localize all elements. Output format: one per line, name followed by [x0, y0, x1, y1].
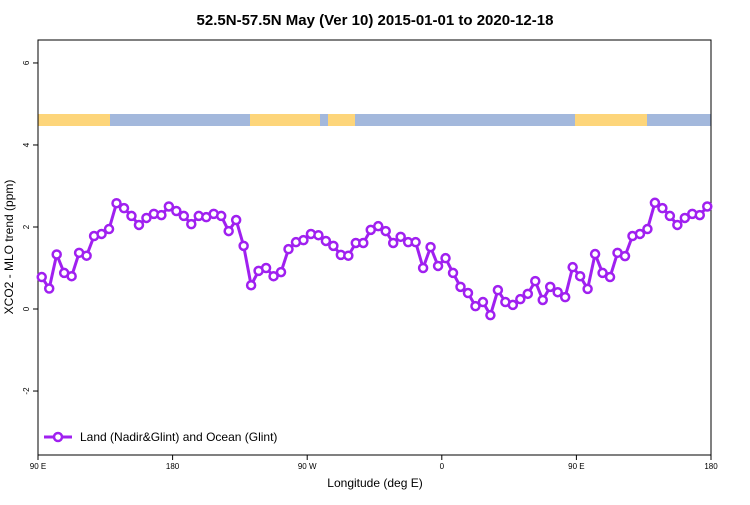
- data-point: [559, 291, 571, 303]
- data-point: [515, 293, 526, 305]
- data-point: [447, 267, 459, 279]
- data-point: [313, 229, 324, 241]
- data-point: [455, 281, 466, 293]
- data-point: [260, 262, 272, 274]
- data-point: [395, 231, 406, 243]
- x-axis-label: Longitude (deg E): [327, 476, 422, 490]
- data-point: [664, 210, 676, 222]
- data-point: [268, 270, 279, 282]
- data-point: [81, 250, 92, 261]
- data-point: [133, 219, 145, 231]
- data-point: [582, 283, 593, 295]
- data-point: [694, 209, 706, 221]
- data-point: [36, 271, 47, 283]
- data-point: [507, 299, 519, 311]
- data-point: [238, 240, 249, 252]
- data-point: [544, 281, 556, 293]
- data-point: [425, 241, 436, 253]
- data-point: [223, 225, 234, 237]
- legend-marker: [52, 431, 64, 443]
- y-tick-label: 6: [22, 60, 31, 65]
- data-point: [126, 210, 137, 222]
- data-point: [387, 237, 399, 249]
- data-point: [567, 261, 578, 273]
- data-point: [410, 236, 421, 248]
- data-point: [440, 252, 451, 264]
- data-point: [432, 260, 444, 272]
- data-point: [462, 287, 474, 299]
- data-point: [171, 205, 182, 217]
- data-point: [230, 214, 242, 226]
- plot-frame: [37, 39, 712, 456]
- data-point: [702, 201, 713, 212]
- data-point: [43, 283, 55, 294]
- y-tick-label: 0: [22, 306, 31, 311]
- data-point: [649, 197, 661, 209]
- data-point: [619, 250, 631, 262]
- data-point: [141, 212, 152, 224]
- data-point: [186, 218, 197, 230]
- data-point: [372, 220, 384, 232]
- data-point: [103, 223, 115, 235]
- data-point: [657, 202, 668, 214]
- data-point: [178, 210, 190, 222]
- data-point: [358, 237, 369, 249]
- x-tick-label: 180: [166, 462, 180, 471]
- data-point: [530, 275, 541, 287]
- data-point: [96, 228, 107, 240]
- data-point: [522, 288, 534, 300]
- data-point: [298, 234, 309, 246]
- surface-band: [38, 114, 711, 126]
- data-point: [320, 235, 332, 247]
- x-tick-label: 90 E: [30, 462, 46, 471]
- data-point: [275, 266, 287, 278]
- data-point: [417, 262, 429, 274]
- x-tick-label: 0: [440, 462, 445, 471]
- data-point: [51, 249, 62, 260]
- x-tick-label: 180: [704, 462, 718, 471]
- data-point: [118, 202, 130, 214]
- data-point: [485, 309, 496, 321]
- data-point: [492, 284, 504, 296]
- chart-title: 52.5N-57.5N May (Ver 10) 2015-01-01 to 2…: [197, 12, 554, 29]
- data-point: [245, 279, 257, 291]
- x-tick-label: 90 E: [568, 462, 584, 471]
- data-point: [604, 271, 616, 283]
- data-point: [163, 201, 175, 212]
- data-point: [328, 240, 339, 252]
- data-point: [111, 197, 122, 209]
- y-tick-label: 2: [22, 224, 31, 229]
- data-point: [343, 250, 354, 261]
- y-tick-label: -2: [22, 387, 31, 395]
- data-point: [215, 210, 227, 222]
- data-point: [470, 300, 481, 312]
- data-point: [66, 270, 77, 282]
- data-point: [537, 294, 548, 306]
- data-point: [589, 248, 601, 260]
- data-point: [552, 286, 563, 298]
- data-point: [380, 225, 391, 237]
- data-point: [156, 209, 167, 221]
- data-point: [672, 219, 683, 231]
- data-point: [634, 228, 646, 240]
- data-point: [283, 243, 294, 255]
- data-point: [597, 267, 608, 279]
- legend-label: Land (Nadir&Glint) and Ocean (Glint): [80, 430, 277, 444]
- y-axis-label: XCO2 - MLO trend (ppm): [2, 180, 16, 315]
- data-point: [477, 296, 489, 308]
- x-tick-label: 90 W: [298, 462, 317, 471]
- data-point: [574, 270, 586, 282]
- y-tick-label: 4: [22, 142, 31, 147]
- data-point: [679, 212, 691, 224]
- data-point: [642, 223, 653, 235]
